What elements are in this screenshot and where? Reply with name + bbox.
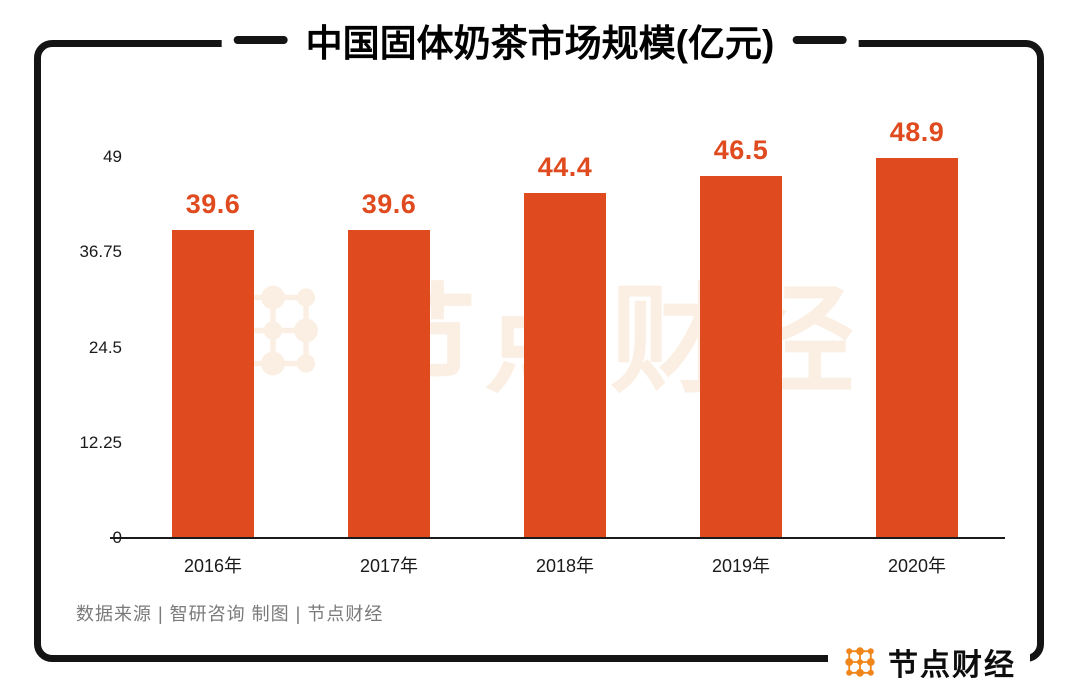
y-axis-tick-label: 24.5 [88,337,122,357]
x-axis-label: 2020年 [887,556,947,576]
brand: 节点财经 [828,640,1030,684]
brand-logo-icon [845,647,875,677]
bar-slot: 48.9 2020年 [829,117,1005,576]
x-axis-label: 2018年 [535,556,595,576]
x-axis-label: 2016年 [183,556,243,576]
bar-slot: 39.6 2016年 [125,157,301,576]
bar [876,157,958,538]
y-axis-tick-label: 49 [103,147,122,166]
bar [172,230,254,538]
bar [524,192,606,538]
bars-container: 39.6 2016年 39.6 2017年 44.4 2018年 46.5 2019年 48.9… [125,117,1005,576]
bar-value-label: 39.6 [185,189,241,220]
bar [348,230,430,538]
bar-slot: 46.5 2019年 [653,135,829,576]
x-axis-label: 2017年 [359,556,419,576]
source-note: 数据来源 | 智研咨询 制图 | 节点财经 [76,604,384,624]
y-axis-tick-label: 12.25 [79,432,122,452]
bar-value-label: 39.6 [361,189,417,220]
x-axis-line [110,537,1005,539]
bar-slot: 44.4 2018年 [477,152,653,576]
chart-title: 中国固体奶茶市场规模(亿元) [221,13,859,67]
bar-slot: 39.6 2017年 [301,157,477,576]
bar-value-label: 48.9 [889,116,945,147]
bar-value-label: 46.5 [713,135,769,166]
bar-value-label: 44.4 [537,151,593,182]
brand-name: 节点财经 [888,649,1016,682]
x-axis-label: 2019年 [711,556,771,576]
bar [700,176,782,538]
y-axis-tick-label: 36.75 [79,242,122,262]
